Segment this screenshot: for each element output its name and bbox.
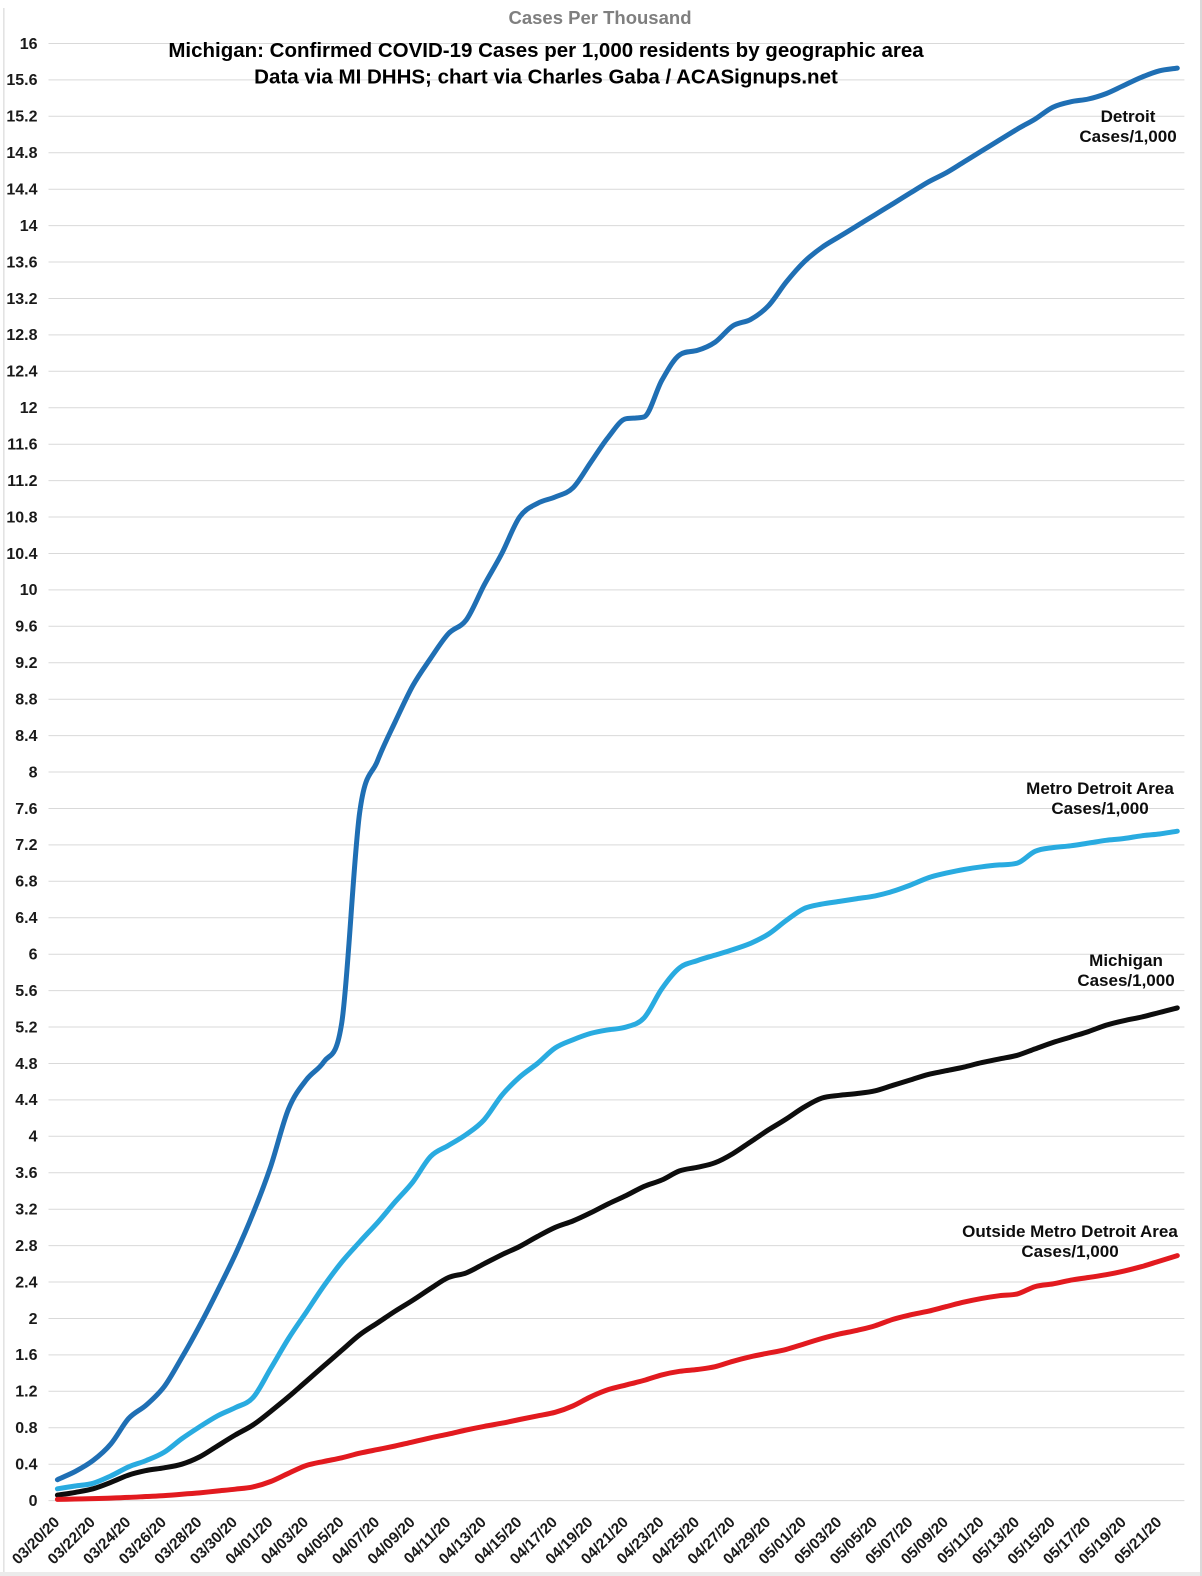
svg-text:Metro Detroit Area: Metro Detroit Area bbox=[1026, 779, 1174, 798]
svg-text:7.6: 7.6 bbox=[15, 801, 37, 818]
svg-text:11.6: 11.6 bbox=[7, 437, 37, 454]
svg-text:4: 4 bbox=[29, 1129, 38, 1146]
svg-text:14: 14 bbox=[20, 218, 38, 235]
svg-text:10.8: 10.8 bbox=[6, 509, 37, 526]
svg-text:2.4: 2.4 bbox=[15, 1274, 37, 1291]
svg-text:12.8: 12.8 bbox=[6, 327, 37, 344]
svg-text:8: 8 bbox=[29, 764, 38, 781]
svg-text:9.2: 9.2 bbox=[15, 655, 37, 672]
svg-text:Detroit: Detroit bbox=[1101, 107, 1156, 126]
svg-text:6.8: 6.8 bbox=[15, 874, 37, 891]
svg-text:3.6: 3.6 bbox=[15, 1165, 37, 1182]
svg-text:6: 6 bbox=[29, 947, 38, 964]
svg-text:14.8: 14.8 bbox=[6, 145, 37, 162]
svg-text:Cases/1,000: Cases/1,000 bbox=[1077, 971, 1174, 990]
svg-text:4.8: 4.8 bbox=[15, 1056, 37, 1073]
svg-text:Michigan: Michigan bbox=[1089, 951, 1163, 970]
svg-text:Data via MI DHHS; chart via Ch: Data via MI DHHS; chart via Charles Gaba… bbox=[254, 66, 838, 89]
svg-text:6.4: 6.4 bbox=[15, 910, 37, 927]
svg-text:14.4: 14.4 bbox=[6, 182, 37, 199]
svg-text:15.2: 15.2 bbox=[6, 109, 37, 126]
svg-text:0: 0 bbox=[29, 1493, 38, 1510]
svg-text:9.6: 9.6 bbox=[15, 619, 37, 636]
svg-text:8.4: 8.4 bbox=[15, 728, 37, 745]
svg-text:7.2: 7.2 bbox=[15, 837, 37, 854]
svg-text:2.8: 2.8 bbox=[15, 1238, 37, 1255]
svg-text:12: 12 bbox=[20, 400, 38, 417]
svg-text:13.6: 13.6 bbox=[6, 254, 37, 271]
svg-text:Cases/1,000: Cases/1,000 bbox=[1051, 799, 1148, 818]
svg-text:Cases/1,000: Cases/1,000 bbox=[1021, 1242, 1118, 1261]
svg-text:0.4: 0.4 bbox=[15, 1457, 37, 1474]
svg-text:15.6: 15.6 bbox=[6, 72, 37, 89]
svg-text:3.2: 3.2 bbox=[15, 1202, 37, 1219]
svg-text:4.4: 4.4 bbox=[15, 1092, 37, 1109]
svg-text:2: 2 bbox=[29, 1311, 38, 1328]
svg-text:1.2: 1.2 bbox=[15, 1384, 37, 1401]
svg-text:8.8: 8.8 bbox=[15, 692, 37, 709]
svg-text:Cases Per Thousand: Cases Per Thousand bbox=[508, 7, 691, 28]
svg-text:13.2: 13.2 bbox=[6, 291, 37, 308]
svg-text:Outside Metro Detroit Area: Outside Metro Detroit Area bbox=[962, 1222, 1178, 1241]
svg-text:16: 16 bbox=[20, 36, 38, 53]
svg-text:Cases/1,000: Cases/1,000 bbox=[1079, 127, 1176, 146]
svg-text:10.4: 10.4 bbox=[6, 546, 37, 563]
svg-text:12.4: 12.4 bbox=[6, 364, 37, 381]
svg-text:11.2: 11.2 bbox=[7, 473, 37, 490]
svg-text:1.6: 1.6 bbox=[15, 1347, 37, 1364]
svg-text:10: 10 bbox=[20, 582, 38, 599]
svg-text:0.8: 0.8 bbox=[15, 1420, 37, 1437]
svg-text:5.2: 5.2 bbox=[15, 1019, 37, 1036]
svg-text:Michigan: Confirmed COVID-19 C: Michigan: Confirmed COVID-19 Cases per 1… bbox=[168, 39, 924, 62]
svg-text:5.6: 5.6 bbox=[15, 983, 37, 1000]
